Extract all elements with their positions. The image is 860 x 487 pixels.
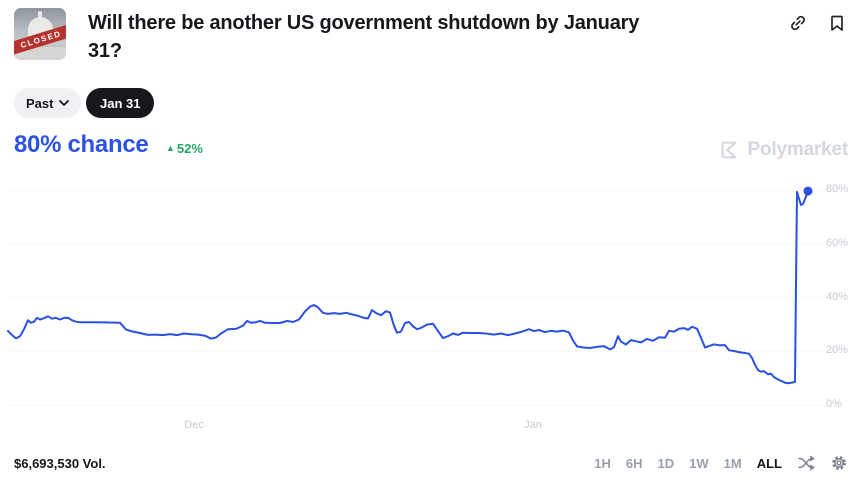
up-triangle-icon: ▲ (166, 143, 175, 153)
copy-link-button[interactable] (788, 13, 808, 33)
x-axis-tick-jan: Jan (524, 419, 542, 431)
range-button-1w[interactable]: 1W (689, 455, 709, 471)
y-axis-tick-0: 0% (826, 398, 842, 410)
range-button-1h[interactable]: 1H (594, 455, 611, 471)
bookmark-button[interactable] (827, 13, 847, 33)
chance-value: 80% chance (14, 131, 149, 158)
range-button-1d[interactable]: 1D (657, 455, 675, 471)
last-price-dot (803, 186, 813, 196)
market-thumbnail: CLOSED (14, 8, 66, 60)
market-title: Will there be another US government shut… (88, 12, 640, 62)
polymarket-logo-icon (721, 141, 736, 159)
bookmark-icon (831, 15, 843, 31)
range-button-1m[interactable]: 1M (723, 455, 742, 471)
volume-label: $6,693,530 Vol. (14, 456, 106, 471)
settings-gear-icon[interactable] (830, 454, 848, 472)
link-icon (791, 15, 805, 31)
polymarket-watermark-label: Polymarket (747, 139, 849, 160)
y-axis-tick-80: 80% (826, 183, 849, 195)
chance-change-badge: ▲ 52% (166, 141, 203, 156)
y-axis-tick-40: 40% (826, 290, 849, 303)
chevron-down-icon (59, 100, 70, 106)
outcome-pill-label: Jan 31 (100, 95, 141, 111)
compare-shuffle-icon[interactable] (797, 454, 815, 472)
outcome-pill-jan31[interactable]: Jan 31 (86, 88, 155, 118)
y-axis-tick-20: 20% (826, 344, 849, 357)
y-axis-tick-60: 60% (826, 236, 849, 249)
polymarket-watermark: Polymarket (718, 139, 848, 161)
change-percent-label: 52% (176, 141, 203, 156)
past-filter-dropdown[interactable]: Past (14, 88, 82, 118)
past-filter-label: Past (26, 95, 54, 111)
x-axis-tick-dec: Dec (184, 419, 204, 431)
time-range-selector: 1H 6H 1D 1W 1M ALL (594, 454, 848, 472)
range-button-all[interactable]: ALL (756, 455, 782, 471)
range-button-6h[interactable]: 6H (625, 455, 643, 471)
range-buttons: 1H 6H 1D 1W 1M ALL (594, 456, 782, 471)
